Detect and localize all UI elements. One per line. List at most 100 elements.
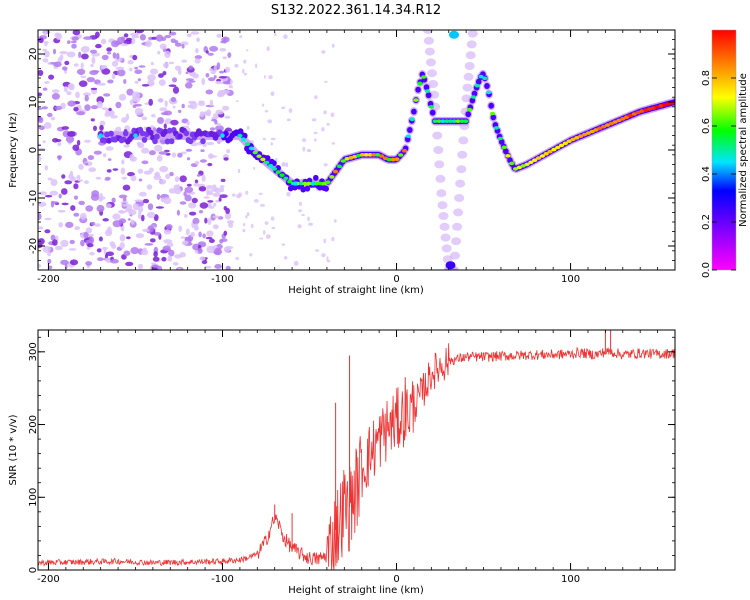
noise-speck	[170, 96, 177, 103]
noise-speck	[38, 263, 42, 268]
ridge-core	[287, 179, 293, 184]
noise-speck	[202, 233, 206, 239]
noise-speck	[191, 197, 198, 204]
noise-speck	[168, 61, 175, 65]
noise-speck	[73, 195, 79, 200]
noise-speck	[88, 167, 97, 173]
noise-speck	[181, 59, 188, 63]
noise-speck	[246, 49, 249, 52]
noise-speck	[67, 40, 71, 44]
dip-trace-mark	[467, 30, 478, 38]
noise-speck	[157, 265, 163, 270]
noise-speck	[134, 107, 143, 116]
noise-speck	[72, 144, 80, 151]
noise-speck	[71, 43, 77, 49]
ridge-core	[390, 157, 396, 162]
ridge-core	[467, 107, 473, 112]
noise-speck	[164, 34, 172, 39]
noise-speck	[297, 224, 302, 229]
ridge-core	[555, 145, 561, 150]
noise-speck	[94, 223, 101, 227]
noise-speck	[138, 65, 146, 68]
noise-speck	[188, 65, 194, 70]
noise-speck	[225, 265, 231, 270]
ridge-mark	[475, 78, 482, 85]
dip-top-peak	[449, 30, 459, 39]
y-tick-label: -10	[28, 190, 39, 206]
noise-speck	[186, 183, 192, 187]
noise-speck	[83, 92, 91, 97]
noise-speck	[88, 233, 94, 237]
y-tick-label: -20	[28, 238, 39, 254]
noise-speck	[170, 119, 179, 126]
ridge-core	[340, 159, 346, 163]
noise-speck	[112, 168, 119, 171]
noise-speck	[47, 177, 53, 181]
noise-speck	[323, 238, 327, 244]
noise-speck	[145, 40, 152, 48]
noise-speck	[78, 51, 82, 58]
noise-speck	[326, 122, 330, 126]
x-tick-label: -200	[37, 574, 60, 585]
noise-speck	[43, 30, 48, 37]
noise-speck	[38, 37, 44, 44]
noise-speck	[165, 173, 171, 180]
noise-speck	[38, 155, 42, 163]
noise-speck	[153, 267, 158, 270]
noise-speck	[315, 249, 320, 252]
ridge-core	[371, 153, 377, 157]
ridge-core	[313, 181, 320, 186]
dip-trace-mark	[436, 189, 447, 198]
noise-speck	[197, 247, 203, 254]
y-tick-label: 0	[28, 567, 39, 573]
noise-speck	[236, 100, 239, 103]
noise-speck	[149, 238, 156, 243]
noise-speck	[112, 52, 117, 59]
ridge-core	[264, 160, 270, 165]
noise-speck	[122, 184, 131, 191]
ridge-mark	[106, 137, 112, 144]
ridge-core	[524, 162, 530, 167]
noise-speck	[103, 93, 111, 97]
spectrogram-frame	[37, 29, 676, 271]
ridge-core	[666, 101, 672, 106]
noise-speck	[101, 107, 108, 110]
noise-speck	[211, 186, 218, 192]
noise-speck	[231, 193, 236, 197]
noise-speck	[213, 202, 217, 207]
noise-speck	[104, 176, 111, 181]
noise-speck	[262, 137, 266, 141]
noise-speck	[223, 246, 231, 253]
noise-speck	[38, 92, 43, 97]
ridge-mark	[423, 84, 430, 91]
noise-speck	[218, 76, 227, 79]
noise-speck	[192, 243, 201, 251]
noise-speck	[199, 202, 209, 209]
ridge-mark	[139, 130, 146, 137]
noise-speck	[52, 89, 60, 93]
noise-speck	[225, 66, 231, 73]
ridge-mark	[187, 138, 194, 145]
ridge-core	[604, 123, 611, 127]
noise-speck	[105, 203, 112, 209]
noise-speck	[138, 178, 143, 182]
noise-speck	[174, 176, 180, 183]
noise-speck	[184, 194, 192, 202]
colorbar-label: Normalized spectral amplitude	[738, 73, 749, 227]
ridge-core	[333, 169, 339, 174]
noise-speck	[83, 36, 92, 40]
noise-speck	[125, 113, 130, 121]
noise-speck	[213, 75, 217, 79]
noise-speck	[63, 86, 68, 93]
noise-speck	[44, 81, 50, 84]
noise-speck	[205, 89, 214, 95]
noise-speck	[153, 232, 161, 236]
noise-speck	[121, 176, 127, 180]
noise-speck	[173, 184, 181, 190]
noise-speck	[80, 62, 84, 70]
dip-trace-mark	[455, 179, 466, 188]
noise-speck	[235, 256, 239, 261]
noise-speck	[198, 231, 202, 238]
dip-trace-mark	[465, 51, 476, 60]
noise-speck	[267, 119, 273, 124]
